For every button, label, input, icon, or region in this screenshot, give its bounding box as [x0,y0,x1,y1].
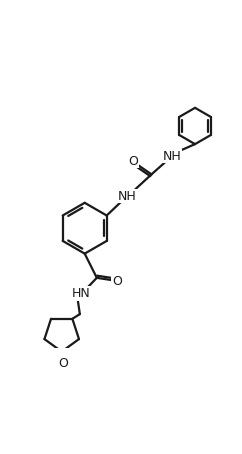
Text: NH: NH [118,190,137,202]
Text: NH: NH [163,150,182,163]
Text: O: O [112,275,122,288]
Text: O: O [128,154,138,168]
Text: O: O [58,357,68,370]
Text: HN: HN [72,287,91,300]
